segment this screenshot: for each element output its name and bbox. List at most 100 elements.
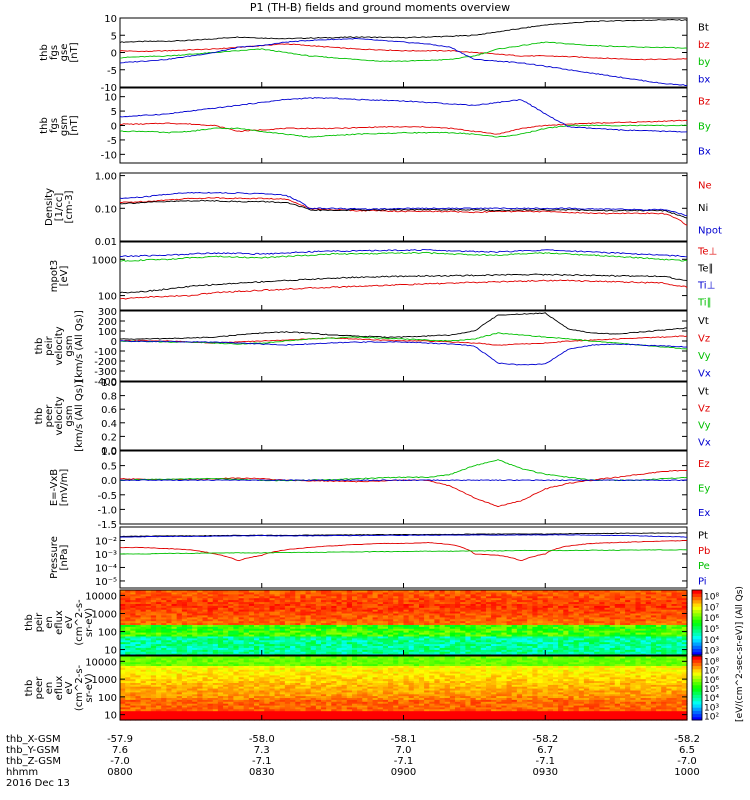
ion_spectrogram-cell xyxy=(661,595,667,599)
ion_spectrogram-cell xyxy=(444,630,451,633)
ion_spectrogram-cell xyxy=(563,635,570,639)
ion_spectrogram-cell xyxy=(388,618,394,622)
ion_spectrogram-cell xyxy=(274,647,281,650)
ion_spectrogram-cell xyxy=(635,618,642,622)
ion_spectrogram-cell xyxy=(547,634,554,637)
electron_spectrogram-cell xyxy=(207,693,214,697)
ion_spectrogram-cell xyxy=(228,649,234,652)
ion_spectrogram-cell xyxy=(547,630,554,633)
ion_spectrogram-cell xyxy=(398,649,405,652)
electron_spectrogram-cell xyxy=(130,718,137,721)
electron_spectrogram-cell xyxy=(135,682,142,685)
ion_spectrogram-cell xyxy=(656,603,662,606)
electron_spectrogram-cell xyxy=(243,671,250,674)
ion_spectrogram-cell xyxy=(238,611,245,614)
ion_spectrogram-cell xyxy=(532,597,539,601)
ion_spectrogram-cell xyxy=(223,597,229,601)
ion_spectrogram-cell xyxy=(620,618,626,622)
ion_spectrogram-cell xyxy=(305,611,312,614)
ion_spectrogram-cell xyxy=(506,632,513,635)
ion_spectrogram-cell xyxy=(233,651,240,654)
ion_spectrogram-cell xyxy=(537,632,544,635)
temperature-series-2 xyxy=(119,249,688,258)
ion_spectrogram-cell xyxy=(259,593,265,597)
ion_spectrogram-cell xyxy=(475,607,482,610)
ion_spectrogram-cell xyxy=(145,591,152,595)
ion_spectrogram-cell xyxy=(429,614,436,618)
ion_spectrogram-cell xyxy=(326,597,332,601)
ion_spectrogram-cell xyxy=(594,590,600,593)
ion_spectrogram-cell xyxy=(300,635,307,639)
ion_spectrogram-cell xyxy=(506,616,513,620)
ion_spectrogram-cell xyxy=(331,653,338,656)
ion_spectrogram-cell xyxy=(480,635,487,639)
ion_spectrogram-cell xyxy=(516,612,523,616)
electron_spectrogram-cell xyxy=(243,710,250,714)
ion_spectrogram-cell xyxy=(233,620,240,624)
electron_spectrogram-cell xyxy=(156,671,162,674)
ion_spectrogram-cell xyxy=(547,651,554,654)
ion_spectrogram-cell xyxy=(145,611,152,614)
electron_spectrogram-cell xyxy=(212,718,219,721)
ion_spectrogram-cell xyxy=(578,645,585,648)
ion_spectrogram-cell xyxy=(506,612,513,616)
ion_spectrogram-cell xyxy=(202,591,209,595)
ion_spectrogram-cell xyxy=(336,614,343,618)
ion_spectrogram-cell xyxy=(599,616,606,620)
ion_spectrogram-cell xyxy=(290,653,296,656)
ion_spectrogram-cell xyxy=(382,628,389,631)
ion_spectrogram-cell xyxy=(681,603,688,606)
ion_spectrogram-cell xyxy=(212,624,219,627)
ion_spectrogram-cell xyxy=(326,618,332,622)
ion_spectrogram-cell xyxy=(537,609,544,612)
ion_velocity-line-Vz xyxy=(119,335,688,346)
ion_spectrogram-cell xyxy=(362,628,369,631)
ion_spectrogram-cell xyxy=(321,597,327,601)
ion_spectrogram-cell xyxy=(181,622,188,625)
electron_spectrogram-cell xyxy=(130,669,137,672)
ion_spectrogram-cell xyxy=(284,591,291,595)
ion_spectrogram-cell xyxy=(429,624,436,627)
ion_spectrogram-cell xyxy=(413,620,420,624)
ion_spectrogram-cell xyxy=(573,635,580,639)
ion_spectrogram-cell xyxy=(434,607,441,610)
ion_spectrogram-cell xyxy=(516,599,523,603)
ion_spectrogram-cell xyxy=(671,649,678,652)
ion_spectrogram-cell xyxy=(238,620,245,624)
ion_spectrogram-cell xyxy=(336,622,343,625)
electron_spectrogram-cell xyxy=(120,704,126,708)
ion_spectrogram-cell xyxy=(486,630,492,633)
ion_spectrogram-cell xyxy=(187,609,193,612)
electron_spectrogram-cell xyxy=(125,682,131,685)
ion_spectrogram-cell xyxy=(140,647,147,650)
ion_spectrogram-cell xyxy=(346,605,353,608)
electron_spectrogram-cell xyxy=(243,693,250,697)
electron_spectrogram-cell xyxy=(140,678,147,682)
ion_spectrogram-cell xyxy=(666,649,673,652)
electron_spectrogram-cell xyxy=(197,669,204,672)
ion_spectrogram-cell xyxy=(419,614,425,618)
ion_spectrogram-cell xyxy=(166,620,173,624)
electron_spectrogram-cell xyxy=(161,712,167,715)
ion_spectrogram-cell xyxy=(527,612,533,616)
ion_spectrogram-cell xyxy=(465,643,472,646)
ion_spectrogram-cell xyxy=(609,591,616,595)
ion_spectrogram-cell xyxy=(444,599,451,603)
ion_spectrogram-cell xyxy=(176,639,183,643)
ion_spectrogram-cell xyxy=(599,630,606,633)
electron_spectrogram-cell xyxy=(212,688,219,691)
ion_spectrogram-cell xyxy=(439,609,446,612)
ion_velocity-series-3 xyxy=(119,340,688,366)
ion_spectrogram-cell xyxy=(413,632,420,635)
ion_spectrogram-cell xyxy=(434,651,441,654)
ion_spectrogram-cell xyxy=(625,653,631,656)
ion_spectrogram-cell xyxy=(321,645,327,648)
ion_spectrogram-cell xyxy=(161,614,167,618)
ion_spectrogram-cell xyxy=(460,595,466,599)
ion_spectrogram-cell xyxy=(382,609,389,612)
electron_spectrogram-cell xyxy=(130,712,137,715)
ion_spectrogram-cell xyxy=(676,651,683,654)
ion_spectrogram-cell xyxy=(336,626,343,629)
ion_spectrogram-cell xyxy=(558,611,564,614)
ion_spectrogram-cell xyxy=(449,622,456,625)
